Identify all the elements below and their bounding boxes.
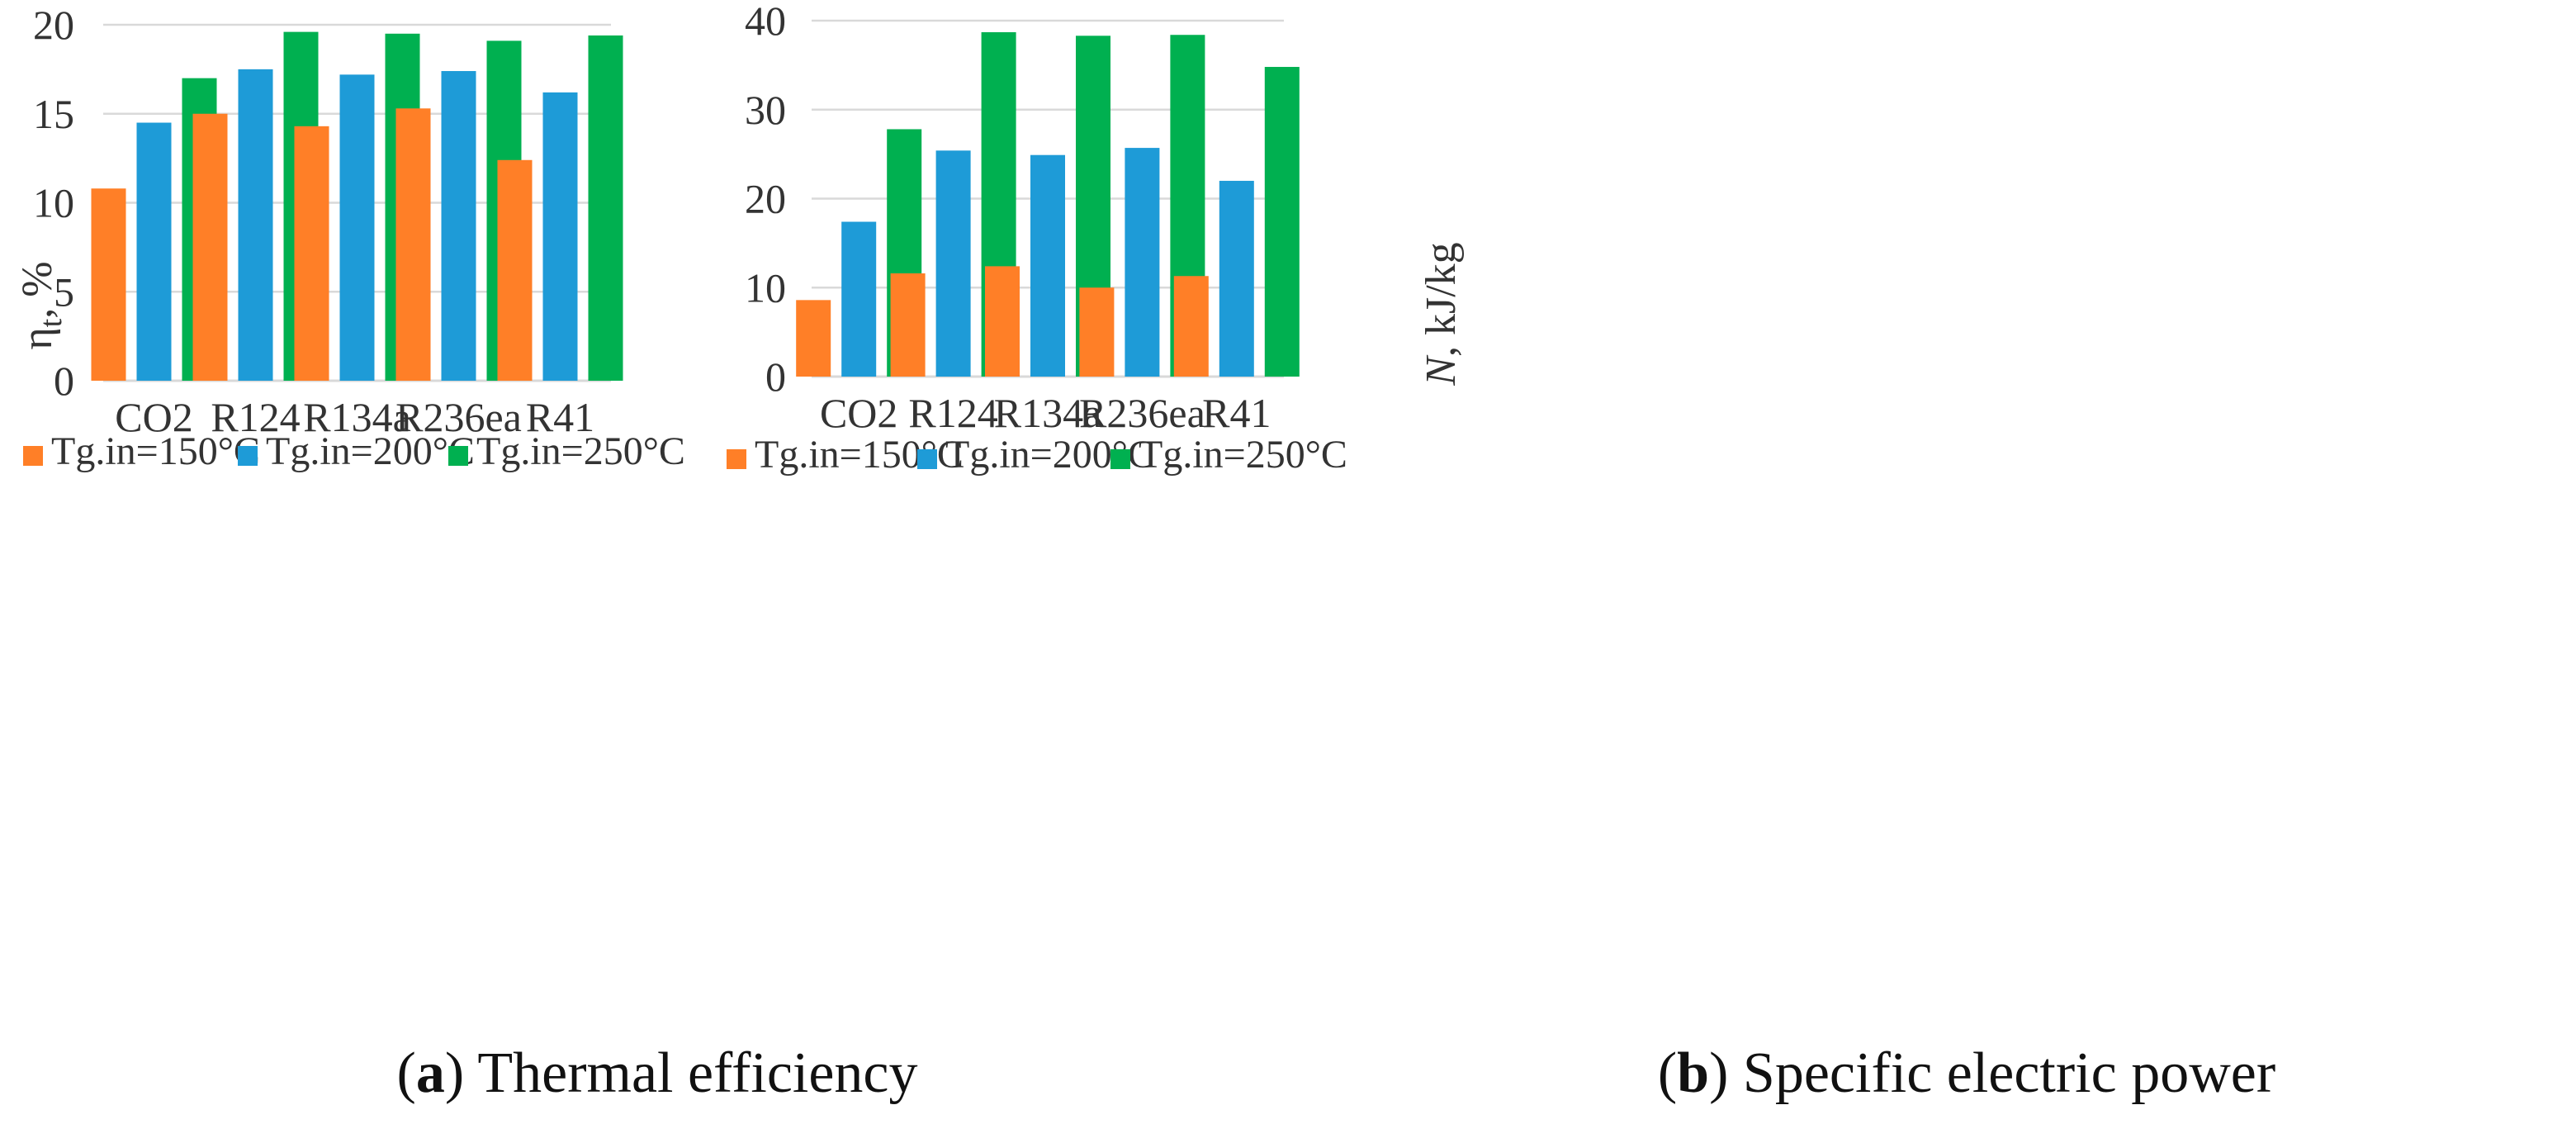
chart-a-legend-swatch [448,446,468,466]
chart-a-bar-r41-series-3 [588,35,623,382]
chart-b-caption-text: Specific electric power [1728,1041,2275,1105]
chart-a-category-label: R124 [211,394,300,440]
chart-b-caption: (b) Specific electric power [1658,1041,2275,1105]
chart-b-caption-close: ) [1709,1041,1728,1105]
chart-a-category-label: R236ea [395,394,522,440]
chart-b-y-axis-symbol: N [1418,354,1465,387]
chart-a-caption-open: ( [397,1041,416,1105]
chart-b-category-label: R236ea [1079,390,1205,436]
chart-a-bars [91,31,623,382]
chart-a-legend-swatch [238,446,258,466]
chart-b-y-axis-label: N, kJ/kg [1418,242,1465,386]
chart-b-bar-r41-series-1 [1173,276,1209,377]
chart-a-legend-label: Tg.in=250°C [476,429,685,473]
chart-b-bar-co2-series-2 [841,221,877,377]
chart-a-y-tick-label: 0 [54,358,74,404]
chart-b-legend: Tg.in=150°CTg.in=200°CTg.in=250°C [727,433,1347,477]
chart-a-y-axis-symbol: η [14,327,61,349]
chart-b-bar-co2-series-1 [796,300,831,377]
chart-b-bar-r41-series-2 [1219,180,1254,377]
chart-a-y-tick-label: 10 [33,180,74,226]
chart-b-bar-r236ea-series-1 [1079,287,1115,377]
chart-a-bar-r124-series-2 [238,69,273,381]
chart-a-caption-text: Thermal efficiency [464,1041,917,1105]
chart-a-category-label: R41 [526,394,594,440]
chart-b-bar-r124-series-2 [935,150,971,377]
chart-b-y-tick-label: 0 [765,353,786,400]
chart-b-caption-letter: b [1677,1041,1709,1105]
chart-a-y-ticks: 0 5 10 15 20 [33,2,74,404]
chart-b-y-ticks: 0 10 20 30 40 [745,0,786,400]
chart-a-bar-r134a-series-1 [294,126,329,381]
chart-b-legend-swatch [1110,449,1130,469]
chart-b-y-tick-label: 20 [745,176,786,222]
chart-b-caption-open: ( [1658,1041,1677,1105]
chart-b-category-label: CO2 [820,390,897,436]
chart-b-bar-r41-series-3 [1264,67,1300,377]
chart-b-category-label: R134a [994,390,1102,436]
chart-a-y-tick-label: 15 [33,91,74,137]
chart-b-category-label: R124 [908,390,997,436]
chart-b-y-tick-label: 30 [745,87,786,133]
chart-a-legend-label: Tg.in=150°C [51,429,260,473]
chart-a-category-label: R134a [303,394,411,440]
chart-a-caption: (a) Thermal efficiency [397,1041,918,1105]
chart-a-caption-letter: a [416,1041,445,1105]
chart-b-legend-swatch [917,449,937,469]
chart-a-bar-r236ea-series-2 [441,71,476,381]
chart-a-legend-label: Tg.in=200°C [266,429,475,473]
chart-b-bar-r124-series-1 [890,273,926,377]
chart-b-bars [796,32,1300,377]
chart-b-category-label: R41 [1202,390,1271,436]
chart-a-y-axis-label: ηt, % [14,261,69,349]
chart-b-bar-r236ea-series-2 [1125,148,1160,377]
chart-a-y-axis-subscript: t [34,318,69,327]
chart-b-legend-swatch [727,449,746,469]
chart-b-bar-r134a-series-2 [1030,154,1065,377]
chart-a-legend-swatch [23,446,43,466]
chart-b-legend-label: Tg.in=250°C [1139,433,1347,477]
chart-a-y-tick-label: 5 [54,268,74,315]
chart-a-bar-r41-series-1 [497,159,533,381]
chart-b-y-tick-label: 40 [745,0,786,44]
chart-a-caption-close: ) [445,1041,464,1105]
chart-b-y-tick-label: 10 [745,264,786,311]
chart-a-category-label: CO2 [115,394,192,440]
chart-b-y-axis-unit: , kJ/kg [1418,242,1465,357]
chart-a-y-axis-unit: , % [14,261,61,318]
chart-a-bar-co2-series-1 [91,188,126,381]
chart-a-legend: Tg.in=150°C Tg.in=200°C Tg.in=250°C [23,429,685,473]
chart-a-bar-r41-series-2 [542,92,578,381]
chart-b-bar-r134a-series-1 [985,266,1020,377]
chart-a-bar-r236ea-series-1 [395,108,431,381]
chart-a-bar-r124-series-1 [192,113,228,381]
chart-a-bar-co2-series-2 [136,122,172,381]
chart-a-bar-r134a-series-2 [339,74,375,381]
chart-a-y-tick-label: 20 [33,2,74,48]
